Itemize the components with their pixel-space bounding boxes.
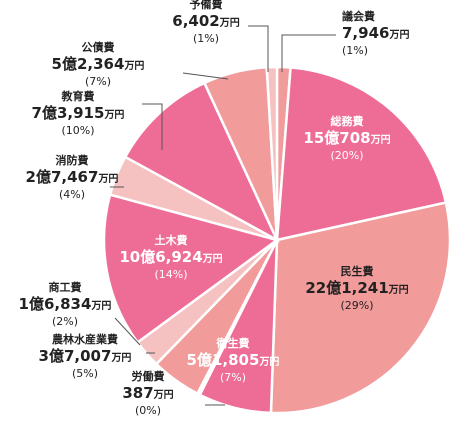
leader-line: [142, 103, 163, 150]
leader-line: [182, 72, 229, 80]
slice-name: 総務費: [331, 114, 364, 128]
leader-line: [281, 34, 336, 72]
slice-amount: 22億1,241万円: [305, 279, 408, 297]
slice-name: 民生費: [341, 264, 374, 278]
slice-percent: (7%): [85, 75, 111, 88]
slice-name: 商工費: [49, 280, 82, 294]
slice-amount: 10億6,924万円: [119, 248, 222, 266]
slice-amount: 387万円: [122, 384, 173, 402]
slice-percent: (29%): [340, 299, 373, 312]
slice-percent: (7%): [220, 371, 246, 384]
slice-name: 公債費: [82, 40, 115, 54]
slice-percent: (20%): [330, 149, 363, 162]
slice-amount: 1億6,834万円: [19, 295, 112, 313]
slice-name: 労働費: [132, 369, 165, 383]
slice-amount: 7億3,915万円: [32, 104, 125, 122]
slice-percent: (4%): [59, 188, 85, 201]
leader-lines: [110, 25, 336, 406]
slice-name: 衛生費: [216, 336, 250, 350]
slice-name: 教育費: [61, 89, 95, 103]
slice-name: 農林水産業費: [52, 332, 118, 346]
slice-amount: 5億2,364万円: [52, 55, 145, 73]
slice-name: 土木費: [155, 233, 188, 247]
pie-slice: [265, 65, 279, 241]
slice-percent: (14%): [154, 268, 187, 281]
pie-slice: [123, 81, 280, 243]
slice-name: 消防費: [56, 153, 89, 167]
slice-amount: 5億1,805万円: [187, 351, 280, 369]
slice-amount: 7,946万円: [342, 24, 409, 42]
slice-percent: (2%): [52, 315, 78, 328]
slice-name: 議会費: [342, 9, 375, 23]
slice-amount: 6,402万円: [172, 12, 239, 30]
slice-percent: (10%): [61, 124, 94, 137]
slice-amount: 3億7,007万円: [39, 347, 132, 365]
leader-line: [248, 25, 269, 72]
slice-percent: (1%): [193, 32, 219, 45]
slice-percent: (5%): [72, 367, 98, 380]
slice-percent: (1%): [342, 44, 368, 57]
pie-slices: [102, 65, 452, 415]
pie-slice: [269, 201, 452, 415]
slice-percent: (0%): [135, 404, 161, 417]
pie-slice: [102, 193, 280, 345]
leader-line: [114, 317, 141, 346]
pie-slice: [275, 66, 448, 242]
slice-amount: 2億7,467万円: [26, 168, 119, 186]
slice-name: 予備費: [190, 0, 223, 11]
slice-amount: 15億708万円: [303, 129, 390, 147]
